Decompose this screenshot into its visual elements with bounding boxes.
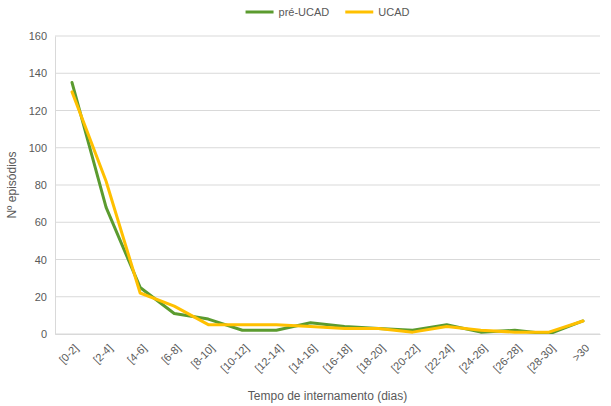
legend: pré-UCAD UCAD xyxy=(246,6,410,18)
y-tick: 20 xyxy=(35,291,55,303)
grid-line xyxy=(55,334,600,335)
x-tick-label: [0-2] xyxy=(57,342,81,366)
x-axis-title: Tempo de internamento (dias) xyxy=(248,389,407,403)
x-tick-label: [28-30] xyxy=(525,342,558,375)
x-tick-label: [26-28] xyxy=(491,342,524,375)
y-tick-label: 160 xyxy=(29,30,47,42)
grid-line xyxy=(55,185,600,186)
series-group xyxy=(72,83,583,334)
x-tick: [0-2] xyxy=(57,334,81,366)
y-tick-label: 100 xyxy=(29,142,47,154)
y-tick: 0 xyxy=(41,328,55,340)
y-tick: 160 xyxy=(29,30,55,42)
y-tick-label: 80 xyxy=(35,179,47,191)
x-tick: [4-6] xyxy=(125,334,149,366)
grid-line xyxy=(55,259,600,260)
grid xyxy=(55,36,600,334)
x-tick: [16-18] xyxy=(320,334,353,374)
x-tick: [8-10] xyxy=(189,334,217,370)
x-tick-label: [16-18] xyxy=(320,342,353,375)
y-tick-label: 140 xyxy=(29,67,47,79)
y-axis-title: Nº episódios xyxy=(5,151,19,218)
x-tick: [26-28] xyxy=(491,334,524,374)
y-tick: 40 xyxy=(35,254,55,266)
x-axis: [0-2] [2-4] [4-6] [6-8][8-10][10-12][12-14]… xyxy=(56,334,601,374)
grid-line xyxy=(55,296,600,297)
legend-swatch xyxy=(246,11,274,14)
grid-line xyxy=(55,110,600,111)
y-tick: 80 xyxy=(35,179,55,191)
y-axis: 0 20 40 60 80 100 120 140 160 xyxy=(29,30,56,340)
x-tick: [2-4] xyxy=(91,334,115,366)
series-line xyxy=(72,83,583,334)
grid-line xyxy=(55,73,600,74)
x-tick-label: [22-24] xyxy=(423,342,456,375)
legend-item: pré-UCAD xyxy=(246,6,330,18)
x-tick-label: [4-6] xyxy=(125,342,149,366)
x-tick: [20-22] xyxy=(389,334,422,374)
x-tick-label: [20-22] xyxy=(389,342,422,375)
plot: 0 20 40 60 80 100 120 140 160 [0-2] [2-4] [4-6] [6-8… xyxy=(29,30,601,374)
x-tick: [24-26] xyxy=(457,334,490,374)
chart-svg: 0 20 40 60 80 100 120 140 160 [0-2] [2-4] [4-6] [6-8… xyxy=(0,0,611,406)
x-tick-label: [10-12] xyxy=(218,342,251,375)
x-tick-label: [24-26] xyxy=(457,342,490,375)
x-axis-line xyxy=(56,334,601,335)
y-tick-label: 0 xyxy=(41,328,47,340)
y-tick: 60 xyxy=(35,216,55,228)
x-tick-label: >30 xyxy=(570,342,592,364)
legend-swatch xyxy=(345,11,373,14)
legend-item: UCAD xyxy=(345,6,409,18)
y-tick-label: 120 xyxy=(29,105,47,117)
x-tick: [12-14] xyxy=(252,334,285,374)
y-tick-label: 20 xyxy=(35,291,47,303)
legend-label: UCAD xyxy=(378,6,409,18)
x-tick-label: [14-16] xyxy=(286,342,319,375)
grid-line xyxy=(55,147,600,148)
x-tick-label: [8-10] xyxy=(189,342,217,370)
x-tick-label: [18-20] xyxy=(355,342,388,375)
x-tick: [28-30] xyxy=(525,334,558,374)
y-tick-label: 40 xyxy=(35,254,47,266)
x-tick: [6-8] xyxy=(159,334,183,366)
legend-label: pré-UCAD xyxy=(279,6,330,18)
x-tick: [14-16] xyxy=(286,334,319,374)
y-axis-line xyxy=(55,37,56,335)
x-tick: [18-20] xyxy=(355,334,388,374)
grid-line xyxy=(55,222,600,223)
x-tick: [10-12] xyxy=(218,334,251,374)
chart-container: 0 20 40 60 80 100 120 140 160 [0-2] [2-4] [4-6] [6-8… xyxy=(0,0,611,406)
y-tick: 100 xyxy=(29,142,55,154)
x-tick: [22-24] xyxy=(423,334,456,374)
x-tick-label: [6-8] xyxy=(159,342,183,366)
series-line xyxy=(72,92,583,332)
x-tick: >30 xyxy=(570,334,592,363)
y-tick: 120 xyxy=(29,105,55,117)
x-tick-label: [2-4] xyxy=(91,342,115,366)
y-tick: 140 xyxy=(29,67,55,79)
grid-line xyxy=(55,36,600,37)
x-tick-label: [12-14] xyxy=(252,342,285,375)
y-tick-label: 60 xyxy=(35,216,47,228)
